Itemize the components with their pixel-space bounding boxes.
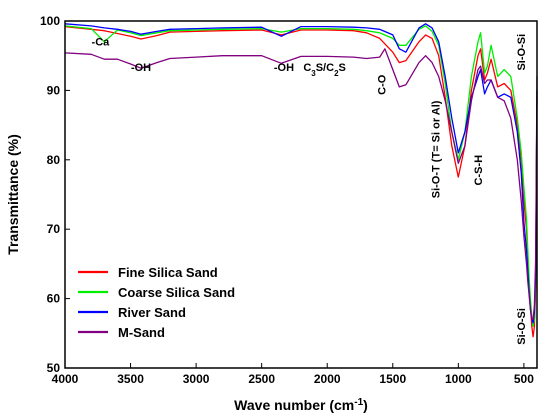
legend-label: Fine Silica Sand	[118, 265, 218, 280]
legend: Fine Silica Sand Coarse Silica Sand River …	[78, 265, 235, 340]
legend-label: Coarse Silica Sand	[118, 285, 235, 300]
y-axis-title: Transmittance (%)	[5, 134, 21, 255]
y-tick-label: 60	[47, 292, 61, 306]
annotation-label: C-S-H	[473, 155, 485, 186]
x-tick-label: 3500	[117, 372, 144, 386]
x-axis-title-end: )	[363, 397, 368, 413]
series-line-2	[64, 25, 538, 328]
y-tick-label: 50	[47, 361, 61, 375]
series-line-4	[64, 48, 538, 321]
y-tick-label: 80	[47, 153, 61, 167]
x-tick-label: 3000	[183, 372, 210, 386]
annotation-label: -OH	[274, 62, 294, 74]
x-tick-label: 2500	[248, 372, 275, 386]
annotations-layer: -Ca -OH -OH C3S/C2S C-O Si-O-T (T= Si or Al) C…	[92, 34, 529, 345]
series-layer	[64, 23, 538, 338]
annotation-label: -Ca	[92, 36, 111, 48]
plot-frame	[64, 20, 538, 369]
x-tick-label: 1000	[445, 372, 472, 386]
annotation-label: -OH	[131, 62, 151, 74]
y-tick-label: 70	[47, 222, 61, 236]
annotation-label: Si-O-Si	[516, 308, 528, 345]
ticks-layer: 4000 3500 3000 2500 2000 1500 1000 500 50 60 70 80 9…	[40, 14, 534, 386]
annotation-label: C-O	[377, 74, 389, 95]
x-axis-title-main: Wave number (cm	[234, 397, 354, 413]
y-tick-label: 100	[40, 14, 60, 28]
annotation-label: Si-O-Si	[516, 34, 528, 71]
annotation-label: Si-O-T (T= Si or Al)	[430, 100, 442, 198]
x-axis-title-sup: -1	[354, 397, 363, 408]
x-tick-label: 4000	[52, 372, 79, 386]
legend-label: M-Sand	[118, 325, 165, 340]
annotation-label: C3S/C2S	[303, 62, 346, 78]
x-axis-title: Wave number (cm-1)	[234, 397, 368, 414]
y-tick-label: 90	[47, 83, 61, 97]
x-tick-label: 1500	[379, 372, 406, 386]
x-tick-label: 500	[514, 372, 534, 386]
series-line-3	[64, 23, 538, 324]
x-tick-label: 2000	[314, 372, 341, 386]
legend-label: River Sand	[118, 305, 186, 320]
